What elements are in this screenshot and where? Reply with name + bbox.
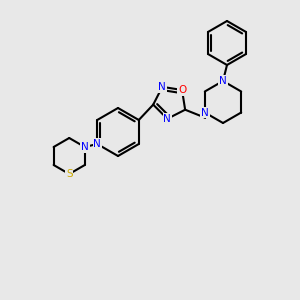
Text: N: N <box>93 139 101 149</box>
Text: N: N <box>219 76 227 86</box>
Text: N: N <box>81 142 89 152</box>
Text: N: N <box>164 114 171 124</box>
Text: N: N <box>158 82 166 92</box>
Text: N: N <box>201 107 209 118</box>
Text: O: O <box>178 85 186 95</box>
Text: S: S <box>66 169 73 179</box>
